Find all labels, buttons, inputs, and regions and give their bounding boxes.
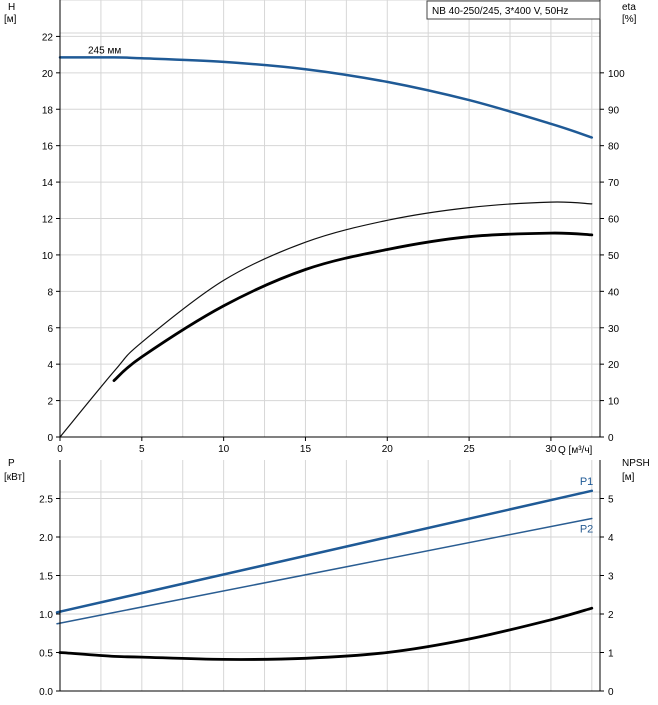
y-left-title: H: [8, 2, 15, 13]
x-tick-label: 30: [545, 444, 557, 455]
axes: [56, 0, 604, 692]
x-axis-label: Q [м³/ч]: [558, 445, 593, 456]
y-right-tick-label: 60: [608, 215, 620, 226]
y-left-tick-label: 2.5: [39, 495, 53, 506]
y-right-tick-label: 3: [608, 572, 614, 583]
y-right-tick-label: 20: [608, 360, 620, 371]
x-tick-label: 20: [382, 444, 394, 455]
y-left-tick-label: 6: [47, 324, 53, 335]
y-right-unit: [м]: [622, 472, 635, 483]
series-line: [112, 231, 594, 382]
y-left-unit: [кВт]: [4, 472, 25, 483]
y-left-tick-label: 0.5: [39, 649, 53, 660]
y-right-tick-label: 10: [608, 397, 620, 408]
y-right-tick-label: 90: [608, 105, 620, 116]
y-left-tick-label: 20: [42, 69, 54, 80]
y-right-tick-label: 1: [608, 649, 614, 660]
y-left-tick-label: 22: [42, 32, 54, 43]
grid: [60, 0, 600, 691]
series-line: [56, 517, 593, 625]
model-info-text: NB 40-250/245, 3*400 V, 50Hz: [432, 6, 568, 17]
y-left-tick-label: 0.0: [39, 687, 53, 698]
y-right-unit: [%]: [622, 14, 637, 25]
y-left-title: P: [8, 458, 15, 469]
series-label: P1: [580, 476, 593, 488]
curves: [55, 56, 594, 661]
series-label: 245 мм: [88, 45, 121, 56]
y-right-title: eta: [622, 2, 636, 13]
y-right-tick-label: 5: [608, 495, 614, 506]
y-left-tick-label: 18: [42, 105, 54, 116]
y-left-tick-label: 12: [42, 215, 54, 226]
x-tick-label: 25: [464, 444, 476, 455]
y-right-tick-label: 0: [608, 433, 614, 444]
series-line: [59, 201, 593, 438]
y-left-tick-label: 14: [42, 178, 54, 189]
y-left-tick-label: 2: [47, 397, 53, 408]
x-tick-label: 10: [218, 444, 230, 455]
y-left-unit: [м]: [4, 14, 17, 25]
y-right-tick-label: 100: [608, 69, 625, 80]
x-tick-label: 0: [57, 444, 63, 455]
series-line: [58, 56, 594, 139]
y-left-tick-label: 0: [47, 433, 53, 444]
y-right-tick-label: 70: [608, 178, 620, 189]
y-right-tick-label: 30: [608, 324, 620, 335]
y-left-tick-label: 2.0: [39, 533, 53, 544]
y-right-tick-label: 0: [608, 687, 614, 698]
y-left-tick-label: 1.5: [39, 572, 53, 583]
y-left-tick-label: 8: [47, 287, 53, 298]
series-line: [58, 606, 594, 661]
series-line: [55, 489, 594, 614]
y-right-tick-label: 80: [608, 142, 620, 153]
y-left-tick-label: 1.0: [39, 610, 53, 621]
y-right-title: NPSH: [622, 458, 650, 469]
series-label: P2: [580, 524, 593, 536]
model-info-box: NB 40-250/245, 3*400 V, 50Hz: [426, 0, 601, 20]
y-right-tick-label: 2: [608, 610, 614, 621]
y-left-tick-label: 16: [42, 142, 54, 153]
text-labels: 0246810121416182022010203040506070809010…: [4, 2, 650, 698]
y-right-tick-label: 40: [608, 287, 620, 298]
y-left-tick-label: 10: [42, 251, 54, 262]
y-right-tick-label: 4: [608, 533, 614, 544]
y-left-tick-label: 4: [47, 360, 53, 371]
x-tick-label: 15: [300, 444, 312, 455]
x-tick-label: 5: [139, 444, 145, 455]
y-right-tick-label: 50: [608, 251, 620, 262]
